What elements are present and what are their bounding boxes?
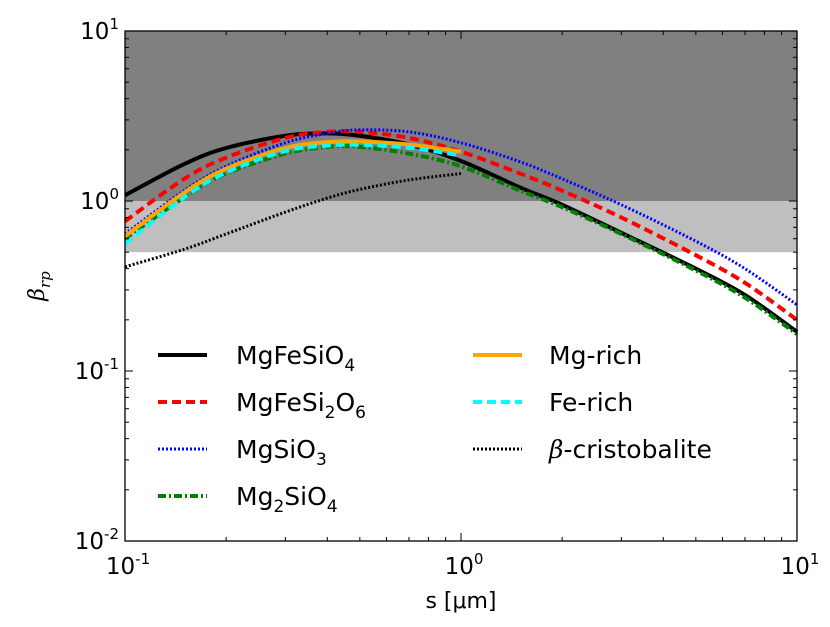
series-line-6: [124, 172, 462, 269]
legend-label-5: Fe-rich: [549, 388, 633, 417]
y-tick-label: 101: [80, 15, 119, 45]
plot-area: [125, 31, 797, 253]
y-tick-label: 100: [80, 185, 119, 215]
legend-label-1: MgFeSi2O6: [236, 388, 366, 423]
tick-layer: [124, 30, 798, 542]
series-line-1: [123, 129, 799, 322]
series-line-4: [123, 139, 462, 238]
series-line-5: [123, 142, 462, 246]
series-layer: [123, 128, 799, 336]
legend-label-3: Mg2SiO4: [236, 482, 338, 517]
x-tick-label: 10-1: [106, 550, 150, 580]
series-line-2: [124, 128, 798, 307]
y-axis-label: βrp: [25, 271, 54, 302]
y-tick-label: 10-2: [75, 525, 119, 555]
legend: MgFeSiO4 MgFeSi2O6 MgSiO3 Mg2SiO4 Mg-rich Fe-…: [158, 341, 712, 517]
y-tick-label: 10-1: [75, 355, 119, 385]
x-tick-label: 100: [445, 550, 484, 580]
legend-label-4: Mg-rich: [549, 341, 642, 370]
shaded-band-0: [125, 31, 797, 201]
legend-label-6: β-cristobalite: [548, 435, 712, 464]
x-tick-label: 101: [781, 550, 820, 580]
legend-label-2: MgSiO3: [236, 435, 327, 470]
shaded-band-1: [125, 201, 797, 253]
series-line-0: [124, 131, 799, 334]
x-axis-label: s [μm]: [425, 589, 496, 614]
legend-label-0: MgFeSiO4: [236, 341, 355, 376]
